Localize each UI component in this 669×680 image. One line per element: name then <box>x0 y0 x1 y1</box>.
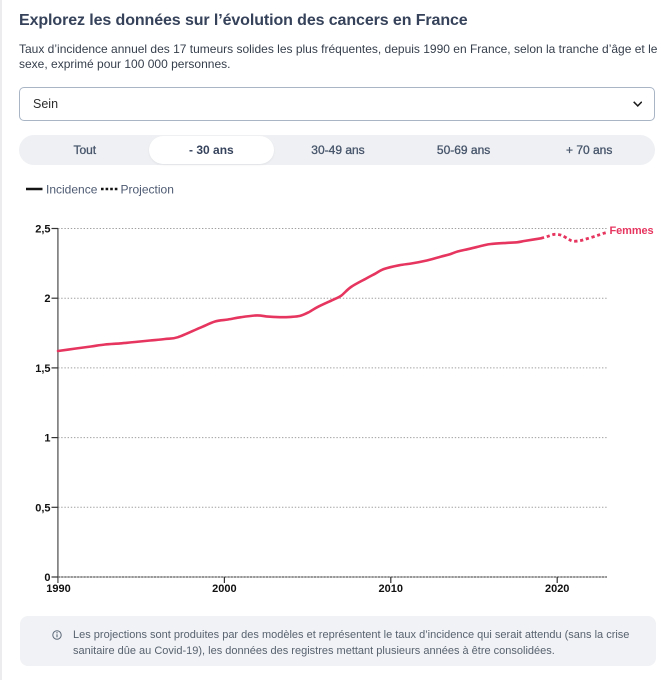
svg-text:2020: 2020 <box>545 583 569 595</box>
svg-text:2: 2 <box>44 293 50 305</box>
svg-text:1,5: 1,5 <box>35 363 50 375</box>
svg-text:2000: 2000 <box>212 583 236 595</box>
svg-text:Projection: Projection <box>121 183 174 197</box>
svg-text:Incidence: Incidence <box>46 183 98 197</box>
svg-text:2,5: 2,5 <box>35 224 50 236</box>
svg-text:Femmes: Femmes <box>610 225 654 237</box>
svg-text:0,5: 0,5 <box>35 502 50 514</box>
svg-text:2010: 2010 <box>379 583 403 595</box>
svg-text:1990: 1990 <box>46 583 70 595</box>
svg-text:1: 1 <box>44 433 50 445</box>
svg-text:0: 0 <box>44 572 50 584</box>
